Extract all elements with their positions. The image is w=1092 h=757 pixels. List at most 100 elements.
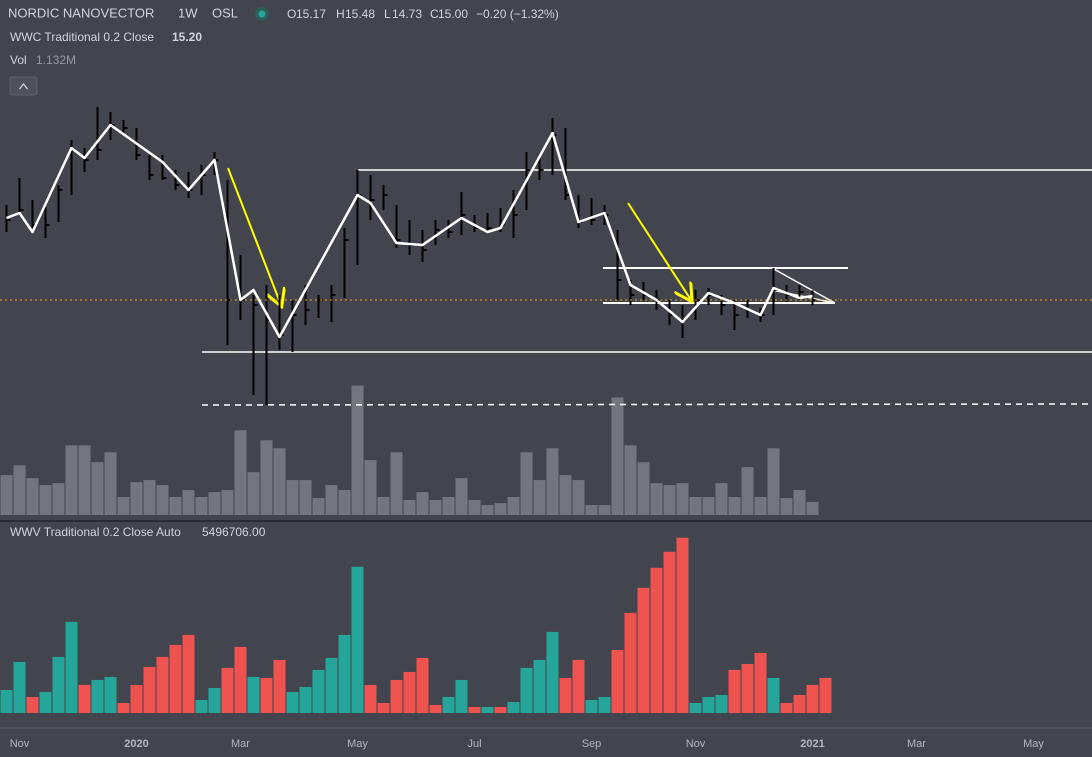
bar: [481, 505, 494, 515]
bar: [468, 706, 481, 713]
bar: [676, 483, 689, 515]
bar: [585, 505, 598, 515]
bar: [741, 663, 754, 713]
ohlc-key: H: [336, 7, 345, 21]
bar: [793, 490, 806, 515]
indicator-value: 15.20: [172, 30, 202, 44]
x-tick-label: Mar: [231, 738, 250, 750]
bar: [494, 706, 507, 713]
wwv-layer: [0, 537, 832, 713]
bar: [247, 472, 260, 515]
bar: [52, 483, 65, 515]
change: −0.20 (−1.32%): [476, 7, 559, 21]
bar: [13, 465, 26, 515]
bar: [156, 656, 169, 713]
bar: [143, 480, 156, 515]
bar: [65, 621, 78, 713]
bar: [715, 694, 728, 713]
bar: [78, 684, 91, 713]
bar: [559, 677, 572, 713]
bar: [806, 684, 819, 713]
bar: [364, 460, 377, 515]
price-layer: [0, 107, 1092, 405]
bar: [104, 452, 117, 515]
bar: [702, 696, 715, 713]
bar: [169, 497, 182, 515]
bar: [403, 671, 416, 713]
bar: [260, 677, 273, 713]
bar: [546, 631, 559, 713]
bar: [286, 480, 299, 515]
bar: [767, 677, 780, 713]
bar: [780, 702, 793, 713]
interval: 1W: [178, 5, 198, 20]
bar: [416, 492, 429, 515]
bar: [702, 497, 715, 515]
bar: [195, 497, 208, 515]
bar: [78, 445, 91, 515]
bar: [455, 478, 468, 515]
bar: [754, 497, 767, 515]
bar: [559, 475, 572, 515]
bar: [585, 699, 598, 713]
level-line-dashed: [201, 403, 1092, 406]
bar: [598, 505, 611, 515]
bar: [91, 462, 104, 515]
bar: [299, 686, 312, 713]
bar: [780, 498, 793, 515]
collapse-button[interactable]: [9, 76, 38, 96]
bar: [39, 691, 52, 713]
volume-layer: [0, 385, 819, 515]
bar: [572, 480, 585, 515]
bar: [416, 657, 429, 713]
bar: [0, 475, 13, 515]
bar: [390, 452, 403, 515]
bar: [676, 537, 689, 713]
bar: [351, 566, 364, 713]
bar: [273, 659, 286, 713]
bar: [52, 656, 65, 713]
bar: [728, 497, 741, 515]
bar: [351, 385, 364, 515]
bar: [117, 497, 130, 515]
bar: [377, 702, 390, 713]
bar: [130, 684, 143, 713]
bar: [520, 667, 533, 713]
bar: [689, 702, 702, 713]
bar: [0, 689, 13, 713]
x-tick-label: Sep: [582, 738, 602, 750]
bar: [442, 497, 455, 515]
drawings: [201, 169, 1092, 406]
volume-value: 1.132M: [36, 53, 76, 67]
bar: [91, 679, 104, 713]
bar: [442, 696, 455, 713]
ohlc-value: 15.00: [438, 7, 468, 21]
bar: [143, 666, 156, 713]
bar: [689, 497, 702, 515]
x-tick-label: Jul: [467, 738, 481, 750]
bar: [546, 448, 559, 515]
x-tick-label: 2020: [124, 738, 148, 750]
ohlc-value: 15.48: [345, 7, 375, 21]
bar: [741, 467, 754, 515]
indicator-line: [6, 123, 813, 339]
bar: [221, 490, 234, 515]
ohlc-value: 15.17: [296, 7, 326, 21]
indicator-name: WWC Traditional 0.2 Close: [10, 30, 154, 44]
bar: [325, 485, 338, 515]
bar: [819, 677, 832, 713]
bar: [793, 694, 806, 713]
bar: [169, 644, 182, 713]
bar: [598, 696, 611, 713]
x-tick-label: May: [347, 738, 368, 750]
bar: [364, 684, 377, 713]
bar: [481, 706, 494, 713]
button-box[interactable]: [9, 76, 38, 96]
bar: [429, 500, 442, 515]
bar: [273, 448, 286, 515]
bar: [624, 612, 637, 713]
bar: [507, 497, 520, 515]
bar: [13, 661, 26, 713]
bar: [637, 587, 650, 713]
